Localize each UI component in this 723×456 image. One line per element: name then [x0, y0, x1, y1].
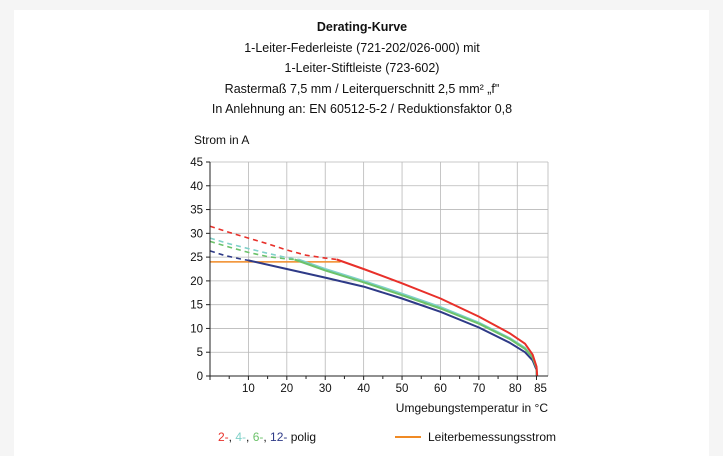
y-tick-label: 15	[190, 300, 203, 312]
x-tick-label: 80	[509, 383, 522, 395]
legend-part: ,	[229, 430, 236, 444]
legend-part: 2-	[218, 430, 229, 444]
legend-series-label: 2-, 4-, 6-, 12- polig	[218, 430, 316, 444]
x-axis-label: Umgebungstemperatur in °C	[396, 401, 549, 415]
y-tick-label: 35	[190, 205, 203, 217]
y-tick-label: 20	[190, 276, 203, 288]
legend-part: ,	[246, 430, 253, 444]
series-12-dashed-line	[209, 250, 249, 262]
series-2-line	[336, 258, 539, 377]
grid	[210, 161, 549, 376]
title-line-4: In Anlehnung an: EN 60512-5-2 / Reduktio…	[212, 102, 512, 116]
series-6-line	[294, 258, 538, 377]
y-tick-label: 30	[190, 228, 203, 240]
derating-chart: Derating-Kurve 1-Leiter-Federleiste (721-…	[190, 20, 556, 444]
x-tick-label: 10	[242, 383, 255, 395]
y-tick-label: 45	[190, 157, 203, 169]
y-tick-label: 40	[190, 181, 203, 193]
legend-rated-current-label: Leiterbemessungsstrom	[428, 430, 556, 444]
axes	[206, 161, 548, 380]
legend-part: polig	[287, 430, 316, 444]
title-line-0: Derating-Kurve	[317, 20, 407, 34]
title-line-3: Rastermaß 7,5 mm / Leiterquerschnitt 2,5…	[225, 82, 500, 96]
tick-labels: 0 5 10 15 20 25 30 35 40 45 10 20 30 40 50 60 70 80 85	[190, 157, 547, 395]
legend-part: ,	[263, 430, 270, 444]
x-tick-label: 60	[434, 383, 447, 395]
chart-panel: Derating-Kurve 1-Leiter-Federleiste (721-…	[14, 10, 709, 456]
x-tick-label: 40	[357, 383, 370, 395]
y-tick-label: 0	[197, 371, 203, 383]
series-4-line	[297, 258, 538, 377]
series-6-dashed-line	[209, 240, 295, 261]
y-tick-label: 25	[190, 252, 203, 264]
chart-title: Derating-Kurve 1-Leiter-Federleiste (721-…	[212, 20, 512, 116]
series-layer	[209, 225, 539, 377]
legend: 2-, 4-, 6-, 12- polig Leiterbemessungsstr…	[218, 430, 556, 444]
x-tick-label: 70	[472, 383, 485, 395]
legend-part: 4-	[235, 430, 246, 444]
title-line-1: 1-Leiter-Federleiste (721-202/026-000) m…	[244, 41, 480, 55]
x-tick-label: 20	[280, 383, 293, 395]
series-12-line	[248, 259, 538, 377]
series-4-dashed-line	[209, 237, 299, 261]
legend-part: 6-	[253, 430, 264, 444]
x-tick-label: 50	[396, 383, 409, 395]
legend-part: 12-	[270, 430, 287, 444]
x-tick-label: 85	[534, 383, 547, 395]
y-axis-label: Strom in A	[194, 133, 249, 147]
title-line-2: 1-Leiter-Stiftleiste (723-602)	[285, 61, 440, 75]
y-tick-label: 10	[190, 323, 203, 335]
x-tick-label: 30	[319, 383, 332, 395]
y-tick-label: 5	[197, 347, 203, 359]
